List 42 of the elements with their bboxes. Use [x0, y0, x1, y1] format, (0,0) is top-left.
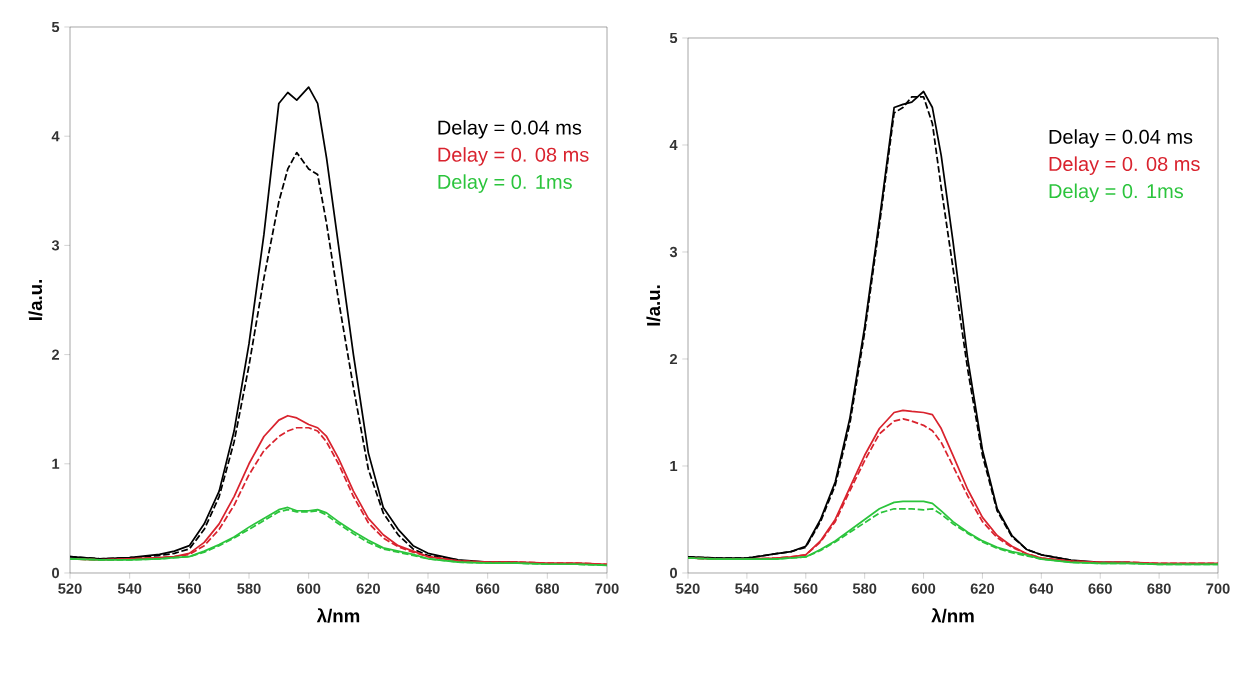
x-axis-title: λ/nm [931, 608, 974, 623]
x-tick-label: 520 [676, 583, 700, 594]
text: Delay = 0.04 ms [1049, 129, 1193, 148]
text: Delay = 0. 1ms [1049, 183, 1184, 203]
x-tick-label: 580 [852, 583, 877, 594]
x-tick-label: 680 [1147, 583, 1171, 594]
y-axis-title: I/a.u. [646, 285, 661, 326]
y-tick-label: 3 [51, 240, 60, 251]
x-tick-label: 540 [117, 583, 142, 594]
x-tick-label: 580 [237, 583, 261, 594]
y-tick-label: 2 [51, 349, 60, 360]
x-tick-label: 620 [356, 583, 380, 594]
y-tick-label: 1 [670, 460, 678, 472]
x-tick-label: 560 [794, 583, 818, 594]
y-tick-label: 0 [52, 567, 59, 579]
y-tick-label: 3 [669, 246, 678, 258]
text: Delay = 0. 08 ms [438, 147, 589, 166]
x-tick-label: 600 [296, 583, 321, 594]
x-tick-label: 660 [475, 583, 500, 594]
x-tick-label: 600 [911, 583, 936, 594]
x-tick-label: 640 [416, 583, 440, 594]
y-tick-label: 0 [670, 567, 677, 579]
text: Delay = 0.04 ms [438, 119, 582, 139]
y-tick-label: 5 [51, 21, 60, 33]
y-tick-label: 4 [669, 139, 678, 151]
x-tick-label: 560 [177, 583, 201, 594]
x-axis-title: λ/nm [316, 608, 360, 623]
x-tick-label: 660 [1088, 583, 1112, 594]
text: Delay = 0. 08 ms [1049, 156, 1200, 175]
text: Delay = 0. 1ms [438, 174, 572, 193]
y-axis-title: I/a.u. [28, 279, 43, 320]
x-tick-label: 700 [595, 583, 619, 594]
y-tick-label: 2 [669, 353, 678, 365]
x-tick-label: 520 [58, 583, 82, 594]
x-tick-label: 640 [1029, 583, 1053, 594]
y-tick-label: 1 [52, 458, 60, 469]
x-tick-label: 620 [970, 583, 995, 594]
y-tick-label: 4 [51, 131, 60, 142]
y-tick-label: 5 [669, 32, 678, 44]
x-tick-label: 680 [535, 583, 559, 594]
x-tick-label: 700 [1206, 583, 1230, 594]
x-tick-label: 540 [735, 583, 759, 594]
